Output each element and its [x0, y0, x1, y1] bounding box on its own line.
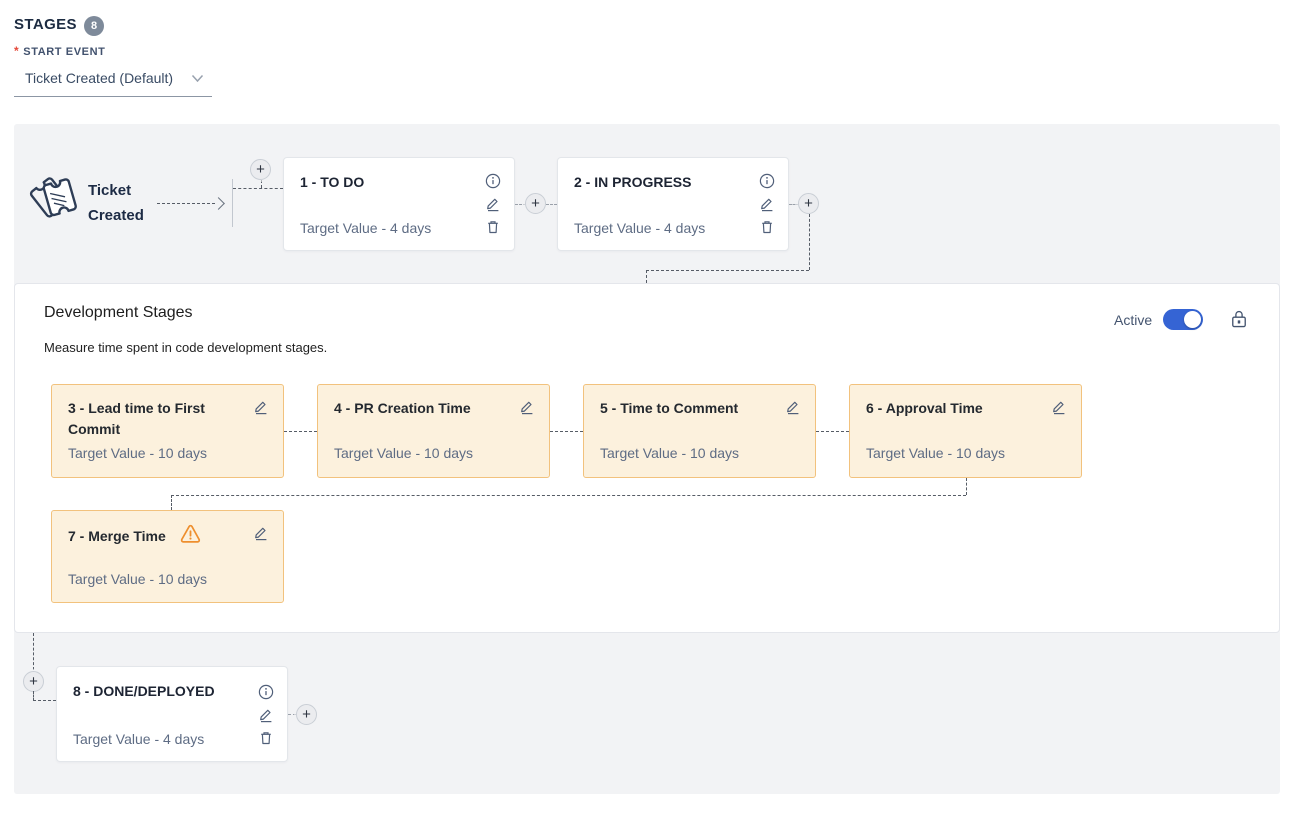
edit-icon[interactable] — [519, 399, 535, 415]
active-toggle[interactable] — [1163, 309, 1203, 330]
start-event-label: * START EVENT — [14, 44, 106, 58]
stage-title: 7 - Merge Time — [68, 528, 166, 544]
stage-card-2: 2 - IN PROGRESS Target Value - 4 days — [557, 157, 789, 251]
stage-title: 5 - Time to Comment — [600, 400, 739, 416]
edit-icon[interactable] — [258, 707, 274, 723]
connector-segment — [966, 478, 967, 495]
arrow-head-icon — [212, 196, 225, 210]
connector-segment — [550, 431, 583, 432]
stage-target: Target Value - 10 days — [600, 445, 740, 461]
stage-card-6: 6 - Approval Time Target Value - 10 days — [849, 384, 1082, 478]
edit-icon[interactable] — [785, 399, 801, 415]
connector-segment — [816, 431, 849, 432]
connector-segment — [809, 214, 810, 270]
info-icon[interactable] — [759, 173, 775, 189]
group-panel: Development Stages Measure time spent in… — [14, 283, 1280, 633]
stage-card-3: 3 - Lead time to First Commit Target Val… — [51, 384, 284, 478]
lock-icon[interactable] — [1231, 309, 1247, 329]
stage-card-1: 1 - TO DO Target Value - 4 days — [283, 157, 515, 251]
stage-title: 3 - Lead time to First Commit — [68, 400, 209, 437]
delete-icon[interactable] — [485, 219, 501, 235]
connector-start-arrow — [157, 203, 215, 204]
start-event-select[interactable]: Ticket Created (Default) — [14, 64, 212, 97]
start-event-value: Ticket Created (Default) — [25, 70, 174, 86]
chevron-down-icon — [191, 70, 204, 86]
connector-segment — [33, 691, 34, 701]
stage-target: Target Value - 10 days — [866, 445, 1006, 461]
info-icon[interactable] — [258, 684, 274, 700]
ticket-icon — [26, 168, 84, 226]
start-node-label: Ticket Created — [88, 182, 144, 224]
add-stage-button[interactable]: + — [250, 159, 271, 180]
delete-icon[interactable] — [258, 730, 274, 746]
delete-icon[interactable] — [759, 219, 775, 235]
connector-segment — [260, 180, 262, 188]
edit-icon[interactable] — [1051, 399, 1067, 415]
stage-target: Target Value - 10 days — [68, 445, 208, 461]
stage-card-7: 7 - Merge Time Target Value - 10 days — [51, 510, 284, 603]
group-title: Development Stages — [44, 304, 193, 321]
connector-segment — [284, 431, 317, 432]
connector-segment — [288, 714, 296, 715]
info-icon[interactable] — [485, 173, 501, 189]
stage-target: Target Value - 4 days — [73, 731, 205, 747]
connector-segment — [646, 270, 809, 271]
edit-icon[interactable] — [253, 399, 269, 415]
stage-target: Target Value - 10 days — [68, 571, 208, 587]
active-label: Active — [1114, 312, 1153, 328]
edit-icon[interactable] — [485, 196, 501, 212]
edit-icon[interactable] — [759, 196, 775, 212]
required-asterisk: * — [14, 44, 20, 58]
stage-target: Target Value - 4 days — [574, 220, 706, 236]
stages-count-badge: 8 — [84, 16, 104, 36]
add-stage-button[interactable]: + — [296, 704, 317, 725]
edit-icon[interactable] — [253, 525, 269, 541]
stage-target: Target Value - 10 days — [334, 445, 474, 461]
stage-title: 1 - TO DO — [300, 174, 365, 190]
add-stage-button[interactable]: + — [23, 671, 44, 692]
connector-segment — [789, 204, 799, 205]
connector-segment — [546, 204, 557, 205]
warning-icon — [180, 524, 201, 549]
connector-segment — [33, 700, 56, 701]
stage-title: 8 - DONE/DEPLOYED — [73, 683, 215, 699]
stage-title: 4 - PR Creation Time — [334, 400, 471, 416]
connector-segment — [515, 204, 526, 205]
connector-segment — [171, 495, 966, 496]
add-stage-button[interactable]: + — [798, 193, 819, 214]
stage-title: 2 - IN PROGRESS — [574, 174, 692, 190]
connector-segment — [233, 188, 283, 189]
page-title: STAGES — [14, 16, 77, 33]
connector-branch-line — [232, 179, 233, 227]
connector-segment — [33, 633, 34, 670]
group-description: Measure time spent in code development s… — [44, 340, 328, 355]
connector-segment — [171, 495, 172, 510]
stage-card-5: 5 - Time to Comment Target Value - 10 da… — [583, 384, 816, 478]
connector-segment — [646, 270, 647, 283]
stage-title: 6 - Approval Time — [866, 400, 983, 416]
stage-card-4: 4 - PR Creation Time Target Value - 10 d… — [317, 384, 550, 478]
toggle-knob — [1184, 311, 1201, 328]
stages-canvas: Ticket Created + 1 - TO DO Target Value … — [14, 124, 1280, 794]
stage-card-8: 8 - DONE/DEPLOYED Target Value - 4 days — [56, 666, 288, 762]
stage-target: Target Value - 4 days — [300, 220, 432, 236]
add-stage-button[interactable]: + — [525, 193, 546, 214]
